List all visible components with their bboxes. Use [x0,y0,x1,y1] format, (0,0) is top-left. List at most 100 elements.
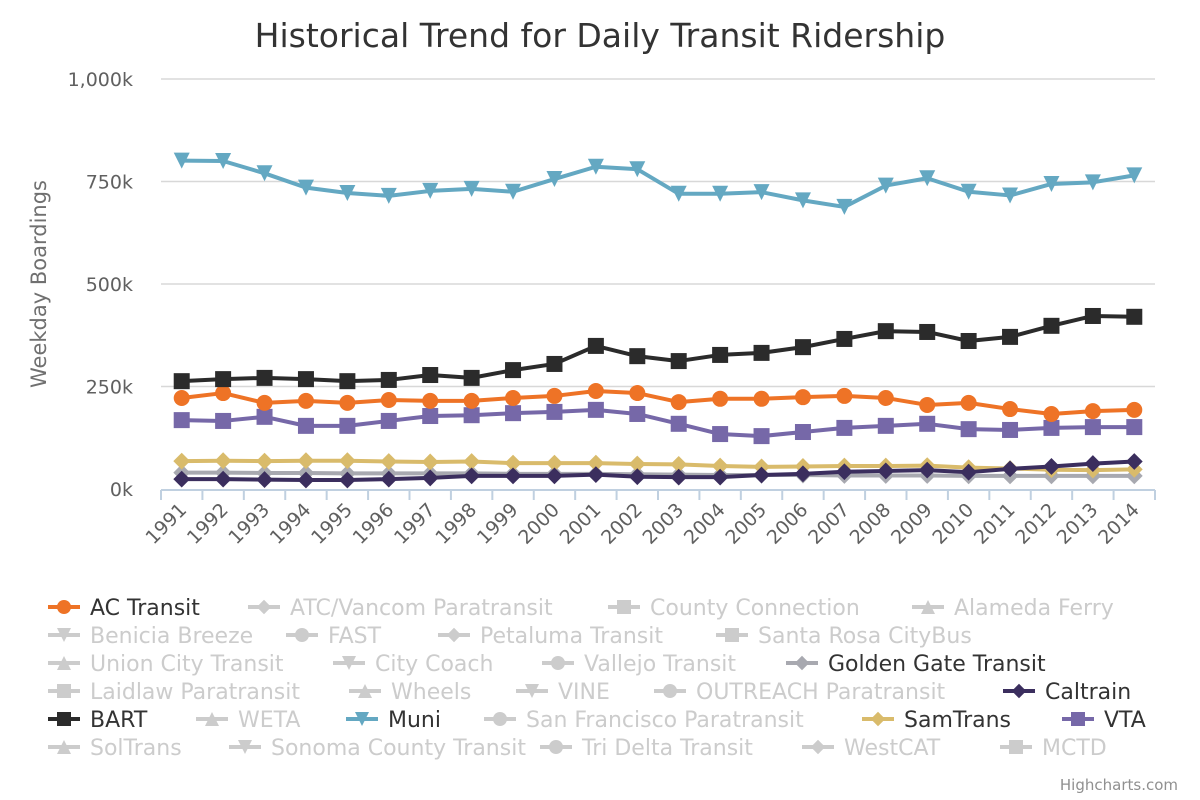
data-point [380,453,398,470]
legend-label[interactable]: Petaluma Transit [480,624,663,649]
legend-item-weta[interactable]: WETA [196,708,300,733]
legend-item-golden-gate-transit[interactable]: Golden Gate Transit [786,652,1046,677]
data-point [546,171,563,188]
legend-item-petaluma-transit[interactable]: Petaluma Transit [438,624,663,649]
y-tick-label: 0k [110,479,133,501]
legend-item-mctd[interactable]: MCTD [1000,736,1107,761]
legend-item-westcat[interactable]: WestCAT [802,736,941,761]
series-muni[interactable] [173,152,1143,215]
data-point [380,412,397,429]
legend-label[interactable]: Muni [388,708,441,733]
data-point [670,394,687,411]
legend-item-union-city-transit[interactable]: Union City Transit [48,652,284,677]
legend-item-vine[interactable]: VINE [516,680,610,705]
legend-item-alameda-ferry[interactable]: Alameda Ferry [912,596,1114,621]
legend-item-atc-vancom-paratransit[interactable]: ATC/Vancom Paratransit [248,596,553,621]
data-point [173,412,190,429]
legend-item-vallejo-transit[interactable]: Vallejo Transit [542,652,736,677]
data-point [712,426,729,443]
legend-square-icon [617,600,631,614]
x-tick-label: 1999 [473,499,523,549]
legend-label[interactable]: VINE [558,680,610,705]
legend-label[interactable]: WETA [238,708,300,733]
data-point [960,421,977,438]
data-point [587,383,604,400]
legend-circle-icon [57,600,71,614]
legend-item-fast[interactable]: FAST [286,624,382,649]
data-point [670,415,687,432]
legend-label[interactable]: Tri Delta Transit [581,736,753,761]
legend-label[interactable]: County Connection [650,596,860,621]
data-point [421,469,439,487]
legend-item-wheels[interactable]: Wheels [349,680,471,705]
data-point [1043,175,1060,192]
legend-label[interactable]: Santa Rosa CityBus [758,624,972,649]
legend-item-sonoma-county-transit[interactable]: Sonoma County Transit [229,736,526,761]
x-tick-label: 1994 [266,499,316,549]
legend-label[interactable]: VTA [1104,708,1146,733]
legend-label[interactable]: City Coach [375,652,493,677]
x-tick-label: 2006 [763,499,813,549]
legend-item-samtrans[interactable]: SamTrans [862,708,1011,733]
data-point [836,330,853,347]
data-point [256,369,273,386]
data-point [629,405,646,422]
series-bart[interactable] [173,307,1143,390]
legend-triangle-icon [921,600,935,614]
legend-label[interactable]: Laidlaw Paratransit [90,680,300,705]
data-point [919,323,936,340]
x-tick-label: 2012 [1011,499,1061,549]
legend-item-county-connection[interactable]: County Connection [608,596,860,621]
legend-label[interactable]: SamTrans [904,708,1011,733]
data-point [1043,458,1060,475]
legend-item-ac-transit[interactable]: AC Transit [48,596,200,621]
legend-label[interactable]: ATC/Vancom Paratransit [290,596,553,621]
legend-item-vta[interactable]: VTA [1062,708,1146,733]
legend-label[interactable]: OUTREACH Paratransit [696,680,946,705]
legend-label[interactable]: Benicia Breeze [90,624,253,649]
legend-label[interactable]: AC Transit [90,596,200,621]
data-point [711,468,729,486]
legend-diamond-icon [810,739,826,755]
legend-label[interactable]: Vallejo Transit [584,652,736,677]
legend-square-icon [725,628,739,642]
legend-triangle-down-icon [355,712,369,726]
data-point [918,461,936,479]
legend-label[interactable]: Caltrain [1045,680,1131,705]
legend-item-san-francisco-paratransit[interactable]: San Francisco Paratransit [484,708,804,733]
data-point [463,467,481,485]
legend-item-outreach-paratransit[interactable]: OUTREACH Paratransit [654,680,946,705]
legend-label[interactable]: Alameda Ferry [954,596,1114,621]
legend-item-soltrans[interactable]: SolTrans [48,736,182,761]
legend-label[interactable]: San Francisco Paratransit [526,708,804,733]
credits-link[interactable]: Highcharts.com [1060,776,1178,794]
series-vta[interactable] [173,401,1143,445]
legend-square-icon [1009,740,1023,754]
legend-item-muni[interactable]: Muni [346,708,441,733]
legend-label[interactable]: Golden Gate Transit [828,652,1046,677]
legend-item-tri-delta-transit[interactable]: Tri Delta Transit [540,736,753,761]
legend-label[interactable]: MCTD [1042,736,1107,761]
data-point [546,355,563,372]
legend-item-benicia-breeze[interactable]: Benicia Breeze [48,624,253,649]
y-tick-label: 1,000k [68,69,133,91]
x-tick-label: 1993 [224,499,274,549]
legend-label[interactable]: BART [90,708,148,733]
data-point [877,462,895,480]
legend-label[interactable]: Wheels [391,680,471,705]
legend-label[interactable]: WestCAT [844,736,941,761]
series-ac-transit[interactable] [173,383,1143,422]
legend-label[interactable]: FAST [328,624,382,649]
legend-item-city-coach[interactable]: City Coach [333,652,493,677]
data-point [877,417,894,434]
legend-item-santa-rosa-citybus[interactable]: Santa Rosa CityBus [716,624,972,649]
series-caltrain[interactable] [173,453,1143,489]
legend-item-laidlaw-paratransit[interactable]: Laidlaw Paratransit [48,680,300,705]
legend-item-caltrain[interactable]: Caltrain [1003,680,1131,705]
legend-label[interactable]: SolTrans [90,736,182,761]
legend-item-bart[interactable]: BART [48,708,148,733]
legend-label[interactable]: Union City Transit [90,652,284,677]
data-point [463,407,480,424]
legend-label[interactable]: Sonoma County Transit [271,736,526,761]
